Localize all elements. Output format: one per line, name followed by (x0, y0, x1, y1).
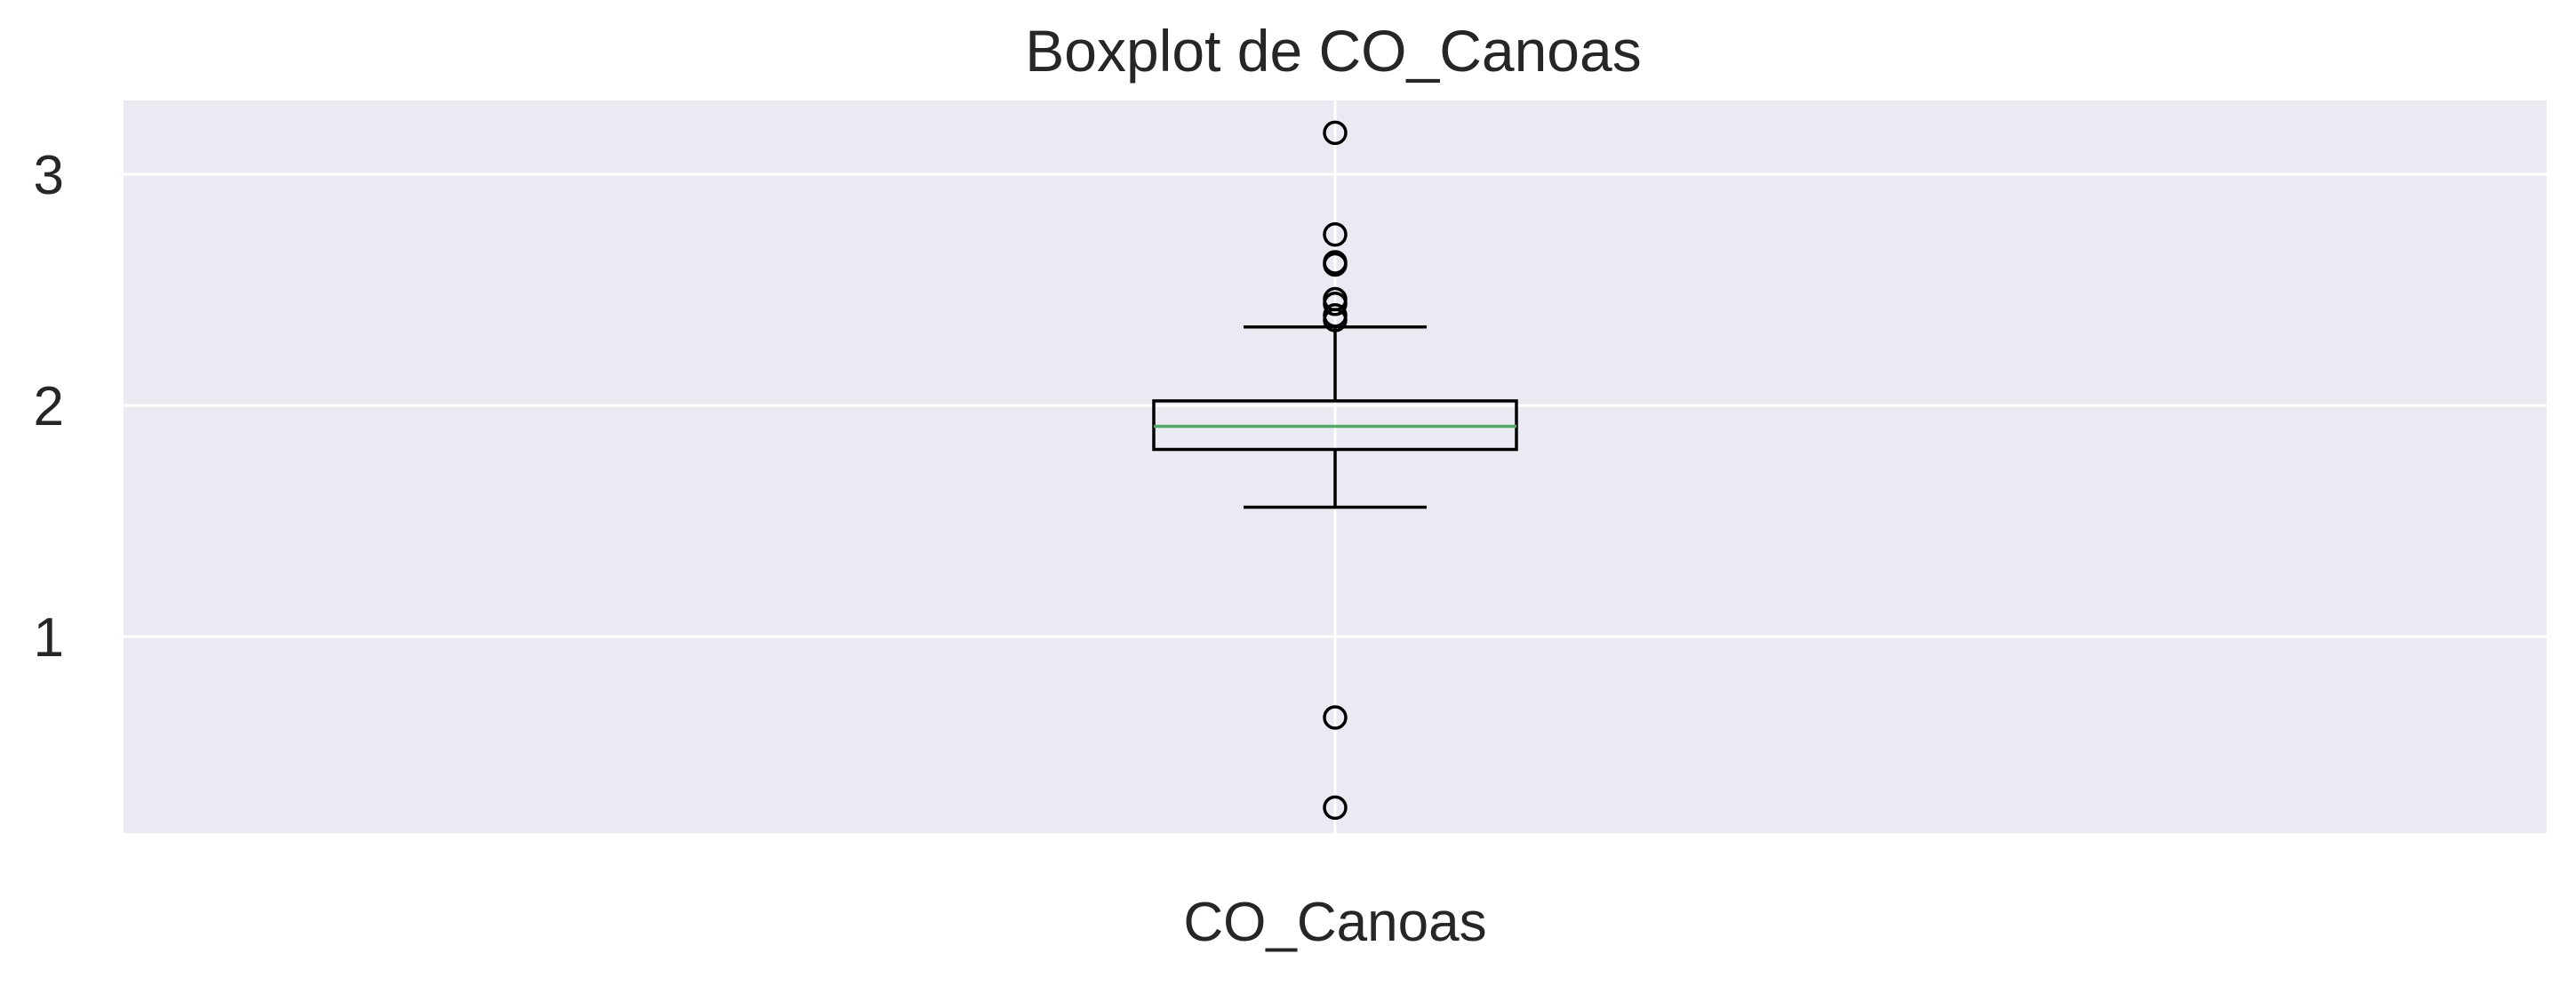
outlier-point (1323, 705, 1348, 730)
outlier-point (1323, 120, 1348, 146)
y-tick-label: 3 (34, 145, 64, 206)
outlier-point (1323, 222, 1348, 247)
chart-title: Boxplot de CO_Canoas (1025, 18, 1641, 84)
y-tick-label: 2 (34, 376, 64, 437)
outlier-point (1323, 795, 1348, 821)
x-tick-label: CO_Canoas (1183, 892, 1486, 953)
outlier-point (1323, 302, 1348, 328)
outlier-point (1323, 250, 1348, 275)
outlier-point (1323, 286, 1348, 312)
y-tick-label: 1 (34, 607, 64, 669)
